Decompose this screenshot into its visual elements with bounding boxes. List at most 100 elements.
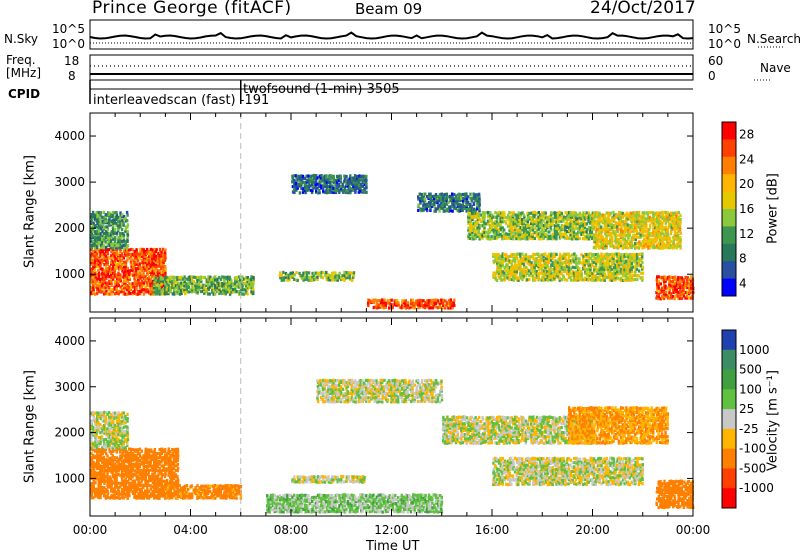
power-cell [657, 283, 660, 287]
power-cell [589, 252, 592, 256]
power-cell [398, 305, 402, 309]
power-cell [569, 224, 572, 228]
power-cell [440, 205, 443, 209]
velocity-cell [137, 456, 140, 460]
power-cell [655, 227, 659, 231]
power-cell [126, 232, 129, 236]
power-cell [512, 259, 515, 263]
power-cell [363, 182, 366, 186]
velocity-cell [131, 490, 134, 494]
power-cell [635, 252, 639, 257]
power-cell [607, 272, 610, 276]
power-cell [139, 281, 142, 286]
power-cell [659, 211, 662, 215]
power-cell [478, 194, 481, 198]
power-cell [321, 276, 325, 280]
power-cell [615, 252, 619, 256]
power-cell [614, 239, 617, 243]
power-cell [553, 252, 556, 256]
velocity-cell [99, 477, 103, 481]
power-cell [476, 205, 479, 209]
power-cell [523, 256, 526, 260]
power-cell [301, 274, 305, 278]
power-cell [609, 228, 612, 232]
power-cell [242, 288, 245, 292]
power-cell [340, 186, 343, 190]
power-cell [425, 195, 429, 199]
power-cell [228, 283, 232, 287]
power-cell [522, 263, 526, 267]
power-cell [126, 254, 129, 258]
power-cell [483, 221, 486, 225]
power-cell [664, 232, 667, 236]
power-cell [605, 257, 609, 261]
power-cell [144, 277, 147, 281]
power-cell [124, 275, 128, 279]
power-cell [592, 276, 596, 280]
power-cell [121, 219, 124, 223]
power-cell [657, 224, 660, 228]
power-cell [442, 303, 445, 307]
power-cell [559, 210, 562, 215]
power-cell [112, 223, 115, 227]
power-cell [617, 217, 620, 221]
power-cell [358, 174, 361, 178]
power-cell [445, 202, 449, 206]
power-cell [142, 275, 145, 279]
power-cell [118, 219, 122, 223]
power-cell [375, 306, 379, 310]
power-cell [690, 296, 693, 300]
power-cell [535, 259, 538, 263]
power-cell [650, 219, 653, 223]
power-cell [117, 240, 120, 244]
power-cell [105, 229, 108, 234]
power-cell [316, 186, 319, 190]
power-cell [131, 269, 134, 273]
power-cell [595, 225, 598, 229]
power-cell [463, 192, 467, 196]
power-cell [99, 235, 102, 239]
power-cell [410, 298, 413, 302]
power-cell [219, 290, 222, 294]
power-cell [99, 246, 102, 250]
power-cell [601, 215, 605, 219]
power-cell [472, 224, 476, 228]
power-cell [686, 290, 689, 294]
power-cell [639, 215, 643, 219]
power-cell [486, 219, 490, 223]
velocity-cell [131, 486, 135, 490]
power-cell [603, 213, 607, 217]
power-cell [97, 265, 100, 269]
power-cell [664, 290, 668, 294]
power-cell [686, 282, 689, 286]
power-cell [152, 282, 156, 286]
power-cell [660, 294, 664, 298]
power-cell [142, 283, 145, 287]
power-cell [672, 224, 675, 228]
power-cell [654, 223, 657, 227]
power-cell [162, 267, 165, 271]
power-cell [590, 274, 594, 278]
power-cell [605, 245, 608, 250]
power-cell [576, 222, 579, 226]
power-cell [368, 300, 372, 305]
power-cell [611, 219, 614, 223]
power-cell [523, 234, 526, 238]
power-cell [584, 268, 587, 272]
velocity-cell [120, 448, 123, 452]
power-cell [180, 290, 183, 294]
velocity-cell [106, 472, 109, 476]
power-cell [540, 230, 544, 234]
power-cell [447, 301, 451, 305]
velocity-cell [128, 447, 131, 451]
power-cell [235, 275, 238, 280]
power-cell [543, 269, 546, 273]
power-cell [497, 210, 501, 215]
power-cell [663, 246, 666, 250]
power-cell [241, 285, 244, 289]
power-cell [200, 280, 203, 284]
power-cell [551, 273, 554, 278]
power-cell [625, 217, 628, 221]
power-cell [148, 258, 151, 262]
power-cell [542, 234, 545, 238]
